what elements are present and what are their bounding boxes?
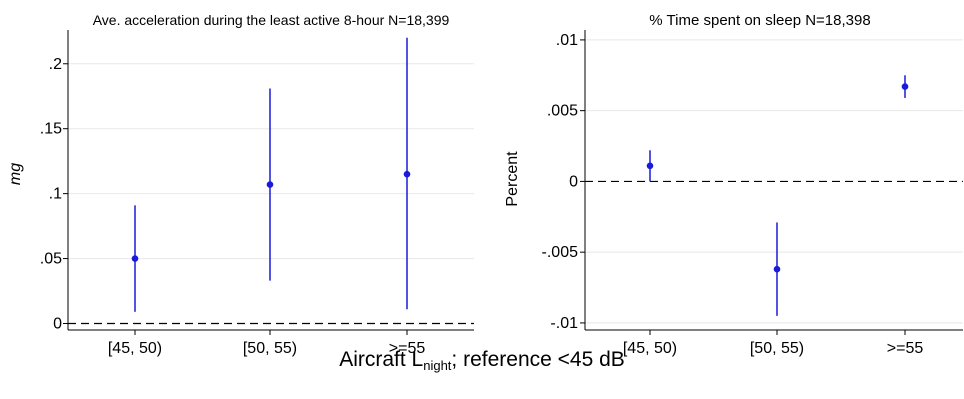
x-tick-label: [50, 55) [750,340,804,357]
chart-title-right: % Time spent on sleep N=18,398 [649,12,870,29]
data-point [266,181,274,188]
x-axis-title-text: Aircraft L [339,348,424,371]
data-point [131,255,139,262]
y-tick-label: .01 [556,32,578,49]
chart-panel-right: % Time spent on sleep N=18,398 Percent -… [504,12,963,357]
y-tick-label: .1 [49,186,62,203]
y-tick-label: .005 [547,103,578,120]
plot-area-left: 0 .05 .1 .15 .2 [45, 50) [50, 55) >=55 [40,30,474,357]
chart-title-left: Ave. acceleration during the least activ… [93,12,450,28]
shared-x-axis-title: Aircraft Lnight; reference <45 dB [0,348,964,373]
x-tick-label: >=55 [389,340,426,357]
x-axis-title-subscript: night [423,358,452,373]
x-tick-label: >=55 [887,340,924,357]
y-tick-label: 0 [569,173,578,190]
data-point [901,83,909,90]
x-tick-label: [45, 50) [108,340,162,357]
y-axis-label-left: mg [7,163,24,185]
y-tick-label: .15 [40,121,62,138]
x-tick-label: [50, 55) [243,340,297,357]
data-point [646,162,654,170]
y-tick-label: -.005 [542,244,579,261]
y-tick-label: 0 [53,316,62,333]
y-axis-label-right: Percent [504,151,521,207]
chart-panel-left: Ave. acceleration during the least activ… [7,12,474,357]
x-tick-label: [45, 50) [623,340,677,357]
data-point [403,170,411,178]
y-tick-label: .2 [49,56,62,73]
data-point [773,265,781,273]
x-axis-title-suffix: ; reference <45 dB [451,348,625,371]
y-tick-label: -.01 [550,315,578,332]
plot-area-right: -.01 -.005 0 .005 .01 [45, 50) [50, 55) >=55 [542,30,963,357]
y-tick-label: .05 [40,251,62,268]
